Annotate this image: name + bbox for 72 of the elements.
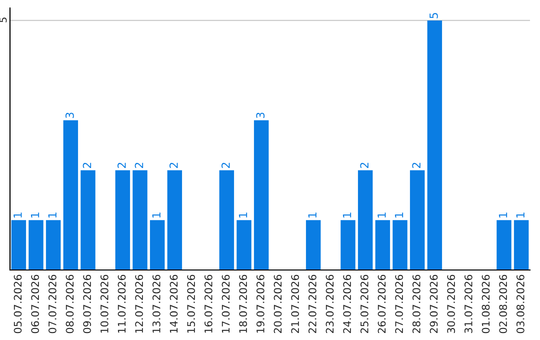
data-label: 2 [117,162,126,168]
bar [340,220,356,270]
data-label: 1 [14,212,22,218]
bar [410,170,425,270]
bar [46,220,61,270]
bar [150,220,165,270]
x-tick-label: 09.07.2026 [83,274,92,334]
x-tick-label: 16.07.2026 [204,274,212,333]
x-tick-label: 23.07.2026 [326,274,334,334]
x-tick-label: 13.07.2026 [152,274,160,333]
bar [358,170,373,270]
x-tick-label: 31.07.2026 [464,274,472,334]
x-tick-label: 02.08.2026 [499,274,508,334]
bar [306,220,321,270]
bar [11,220,26,270]
data-label: 1 [342,212,352,218]
data-label: 3 [65,112,74,118]
x-tick-label: 27.07.2026 [395,274,404,334]
bar [219,170,234,270]
x-tick-label: 08.07.2026 [66,274,74,334]
bar [80,170,96,270]
bar [115,170,130,270]
x-tick-label: 07.07.2026 [48,274,56,334]
data-label: 2 [412,162,420,168]
x-tick-label: 15.07.2026 [187,274,196,333]
x-tick-label: 06.07.2026 [31,274,40,334]
data-label: 1 [238,212,248,218]
x-tick-label: 30.07.2026 [447,274,456,334]
data-label: 1 [516,212,524,218]
x-tick-label: 03.08.2026 [516,274,524,334]
x-tick-label: 21.07.2026 [291,274,300,334]
data-label: 2 [82,162,92,168]
data-label: 1 [48,212,56,218]
data-label: 2 [221,162,230,168]
bar [254,120,269,270]
data-label: 2 [169,162,178,168]
x-tick-label: 25.07.2026 [360,274,368,334]
bar [514,220,529,270]
data-label: 1 [308,212,316,218]
x-tick-label: 26.07.2026 [378,274,386,334]
x-tick-label: 29.07.2026 [430,274,438,334]
bar [496,220,512,270]
bar [375,220,390,270]
x-tick-label: 14.07.2026 [170,274,178,333]
x-tick-label: 22.07.2026 [308,274,316,334]
data-label: 1 [498,212,508,218]
data-label: 1 [30,212,40,218]
data-label: 2 [134,162,144,168]
x-tick-label: 11.07.2026 [118,274,126,333]
bar [132,170,148,270]
bar [427,20,442,270]
x-tick-label: 24.07.2026 [343,274,352,334]
bar [28,220,44,270]
x-tick-label: 12.07.2026 [135,274,144,333]
x-tick-label: 18.07.2026 [239,274,248,333]
data-label: 1 [152,212,160,218]
data-label: 3 [256,112,265,118]
x-tick-label: 28.07.2026 [412,274,420,334]
bar [392,220,408,270]
data-label: 1 [378,212,386,218]
bar [236,220,252,270]
x-tick-label: 05.07.2026 [14,274,22,334]
x-tick-label: 17.07.2026 [222,274,230,333]
x-tick-label: 10.07.2026 [100,274,108,333]
data-label: 5 [430,12,438,18]
data-label: 2 [360,162,368,168]
data-label: 1 [394,212,404,218]
x-tick-label: 19.07.2026 [256,274,264,333]
x-tick-label: 01.08.2026 [482,274,490,334]
bar [63,120,78,270]
x-tick-label: 20.07.2026 [274,274,282,334]
bar [167,170,182,270]
